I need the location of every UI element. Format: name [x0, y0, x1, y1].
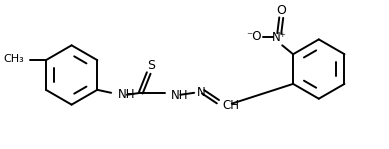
Text: ⁻O: ⁻O	[246, 30, 261, 43]
Text: N⁺: N⁺	[272, 31, 287, 44]
Text: N: N	[197, 86, 206, 99]
Text: NH: NH	[170, 89, 188, 102]
Text: NH: NH	[118, 88, 135, 101]
Text: S: S	[147, 59, 155, 72]
Text: O: O	[276, 4, 286, 17]
Text: CH: CH	[222, 99, 239, 112]
Text: CH₃: CH₃	[4, 54, 24, 64]
